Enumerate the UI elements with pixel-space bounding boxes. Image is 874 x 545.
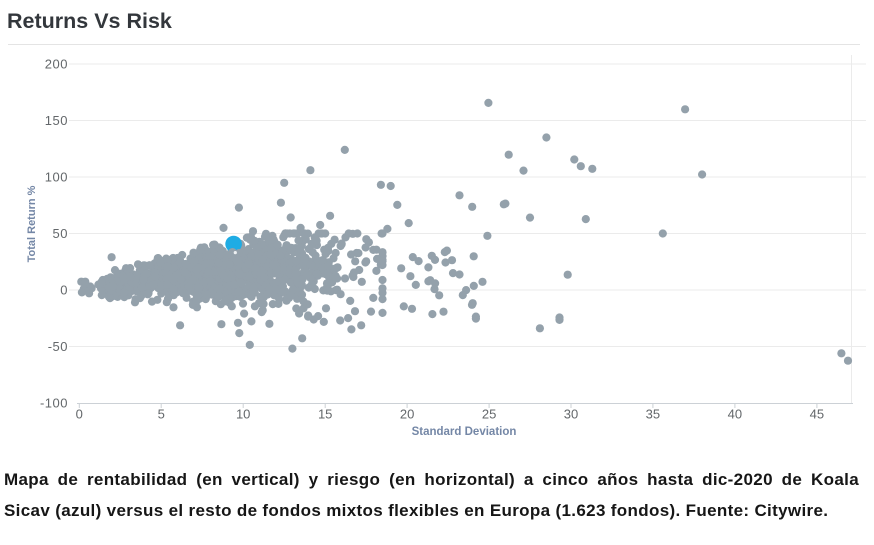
svg-text:150: 150	[45, 113, 68, 128]
svg-text:35: 35	[646, 407, 660, 422]
svg-text:45: 45	[810, 407, 824, 422]
svg-text:50: 50	[53, 226, 68, 241]
svg-text:-50: -50	[48, 339, 68, 354]
svg-text:40: 40	[728, 407, 742, 422]
svg-text:30: 30	[564, 407, 578, 422]
svg-text:Standard Deviation: Standard Deviation	[412, 426, 517, 438]
svg-text:10: 10	[236, 407, 250, 422]
svg-text:-100: -100	[40, 396, 68, 411]
svg-text:25: 25	[482, 407, 496, 422]
svg-text:200: 200	[45, 57, 68, 72]
svg-text:0: 0	[60, 283, 68, 298]
svg-text:20: 20	[400, 407, 414, 422]
svg-text:Total Return %: Total Return %	[26, 185, 38, 262]
svg-text:100: 100	[45, 170, 68, 185]
svg-text:15: 15	[318, 407, 332, 422]
svg-text:0: 0	[76, 407, 83, 422]
svg-text:5: 5	[158, 407, 165, 422]
